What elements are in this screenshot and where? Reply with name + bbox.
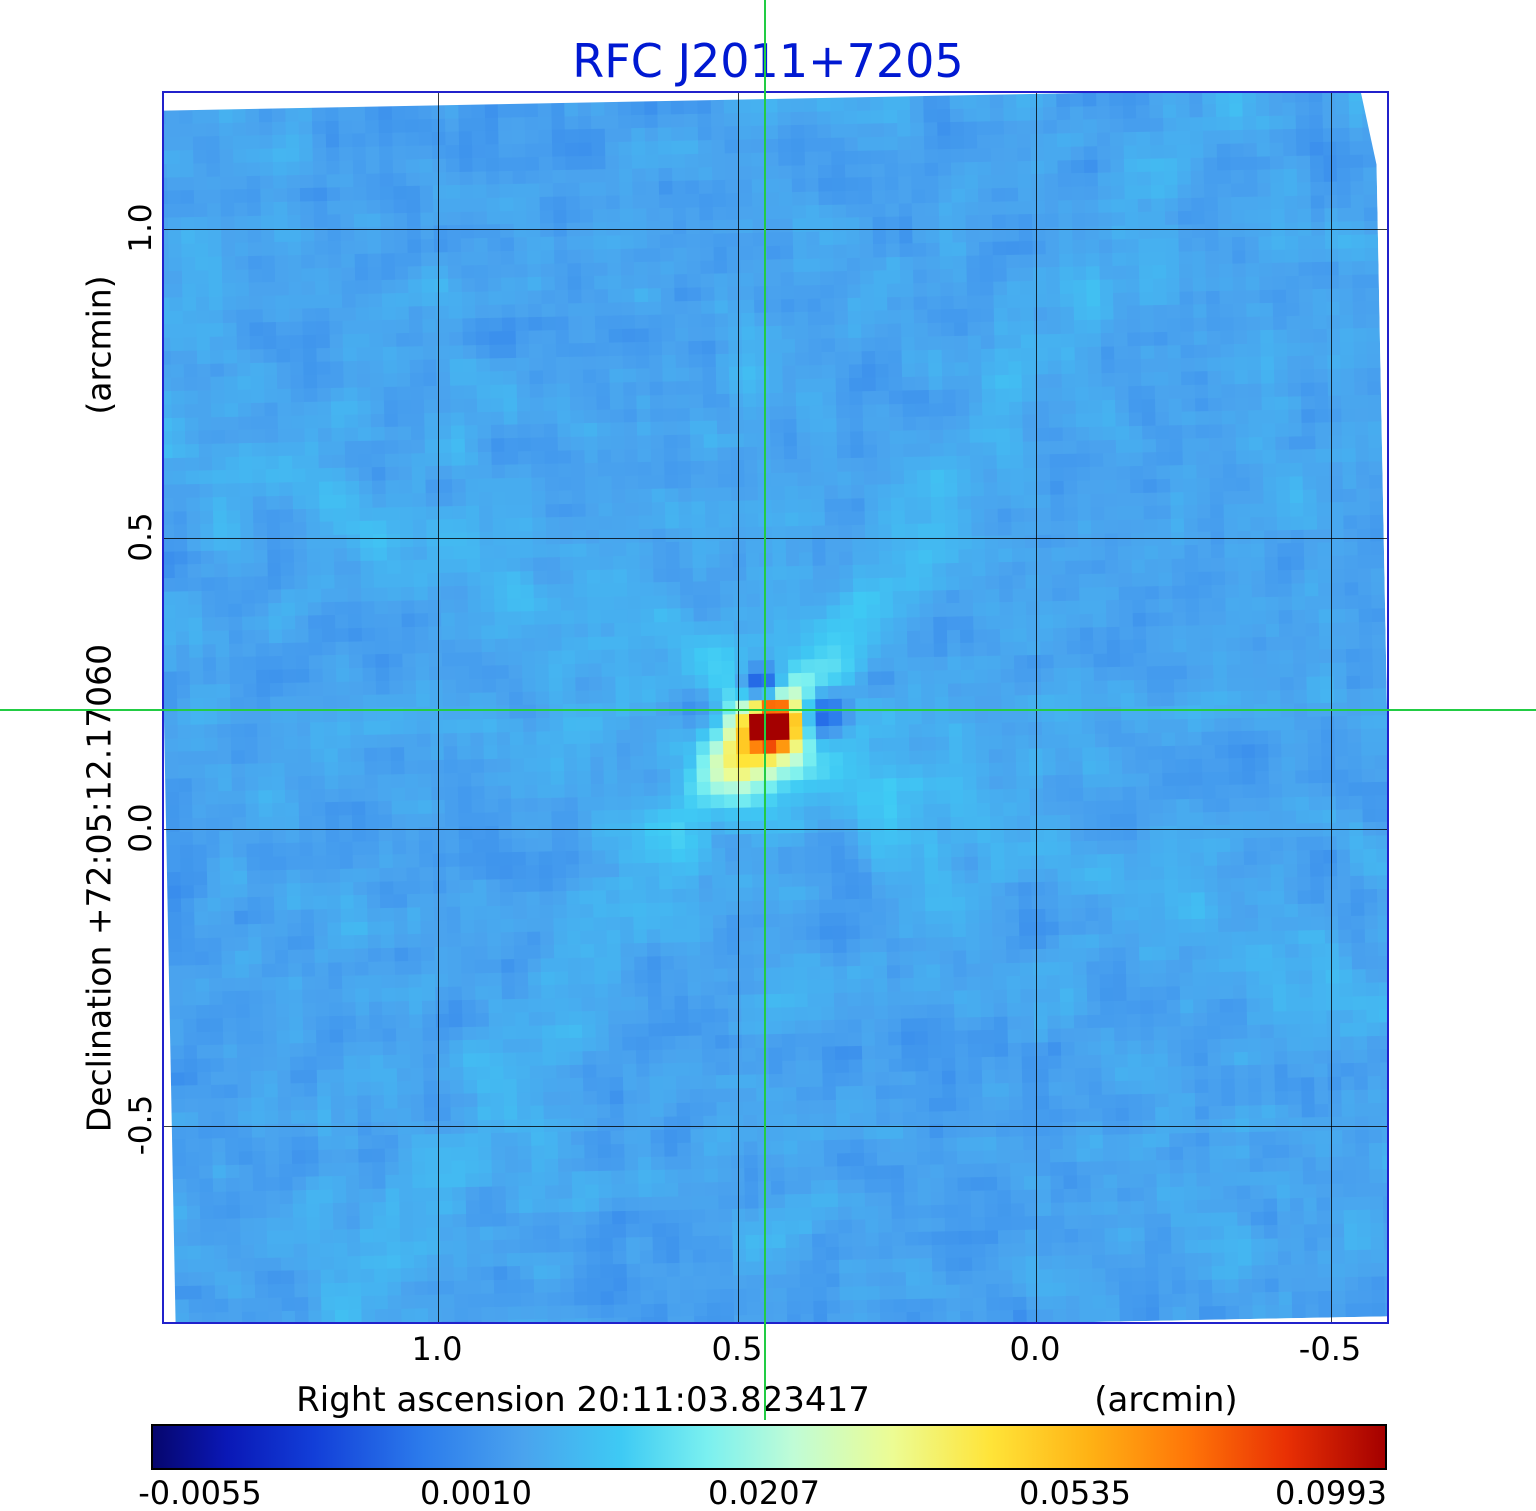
x-tick-label: 0.0: [1009, 1330, 1061, 1368]
grid-line-horizontal: [164, 538, 1387, 539]
y-tick-label: 0.0: [123, 803, 159, 853]
sky-map: [162, 91, 1389, 1324]
plot-title: RFC J2011+7205: [572, 34, 964, 88]
y-tick-label: 1.0: [123, 203, 159, 253]
y-tick-label: -0.5: [123, 1094, 159, 1156]
grid-line-vertical: [438, 93, 439, 1322]
sky-canvas: [164, 93, 1387, 1322]
colorbar-tick-label: 0.0207: [708, 1474, 820, 1511]
y-tick-label: 0.5: [123, 512, 159, 562]
colorbar-tick-label: 0.0535: [1019, 1474, 1131, 1511]
colorbar-gradient: [153, 1426, 1385, 1468]
y-axis-label: Declination +72:05:12.17060: [79, 643, 119, 1133]
x-tick-label: 0.5: [711, 1330, 763, 1368]
grid-line-horizontal: [164, 1126, 1387, 1127]
colorbar: [151, 1424, 1387, 1470]
x-axis-unit-label: (arcmin): [1094, 1380, 1238, 1420]
colorbar-tick-label: 0.0993: [1275, 1474, 1387, 1511]
colorbar-tick-label: -0.0055: [138, 1474, 262, 1511]
grid-line-vertical: [738, 93, 739, 1322]
crosshair-horizontal: [0, 709, 1536, 711]
grid-line-vertical: [1036, 93, 1037, 1322]
x-tick-label: 1.0: [411, 1330, 463, 1368]
grid-line-horizontal: [164, 229, 1387, 230]
x-tick-label: -0.5: [1298, 1330, 1362, 1368]
y-axis-unit-label: (arcmin): [79, 275, 119, 415]
grid-line-horizontal: [164, 829, 1387, 830]
x-axis-label: Right ascension 20:11:03.823417: [296, 1380, 870, 1420]
grid-line-vertical: [1331, 93, 1332, 1322]
colorbar-tick-label: 0.0010: [420, 1474, 532, 1511]
